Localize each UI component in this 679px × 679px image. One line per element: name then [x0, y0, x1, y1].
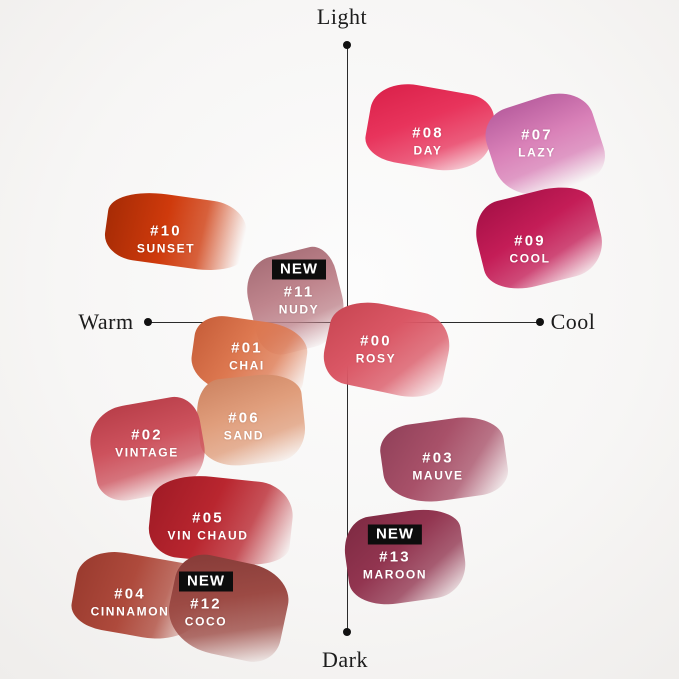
- shade-name: COCO: [184, 614, 228, 629]
- shade-label-day: #08 DAY: [412, 125, 444, 158]
- shade-label-sand: #06 SAND: [224, 410, 264, 443]
- shade-label-sunset: #10 SUNSET: [137, 223, 195, 256]
- shade-name: SAND: [223, 428, 265, 443]
- axis-dot-right: [536, 318, 544, 326]
- shade-name: DAY: [413, 143, 443, 158]
- new-badge: NEW: [367, 524, 422, 545]
- shade-label-maroon: NEW #13 MAROON: [362, 524, 428, 582]
- axis-label-cool: Cool: [550, 309, 596, 334]
- shade-name: CHAI: [229, 358, 265, 373]
- shade-label-mauve: #03 MAUVE: [412, 450, 463, 483]
- axis-label-light: Light: [316, 4, 368, 29]
- shade-label-rosy: #00 ROSY: [356, 333, 396, 366]
- shade-label-nudy: NEW #11 NUDY: [272, 259, 326, 317]
- axis-dot-left: [144, 318, 152, 326]
- shade-id: #00: [360, 332, 392, 350]
- new-badge: NEW: [179, 571, 233, 592]
- shade-name: NUDY: [278, 302, 320, 317]
- axis-label-dark: Dark: [322, 647, 368, 672]
- shade-name: MAROON: [362, 567, 428, 582]
- shade-id: #07: [521, 126, 553, 144]
- axis-label-warm: Warm: [78, 309, 134, 334]
- shade-name: VINTAGE: [115, 445, 179, 460]
- shade-name: CINNAMON: [90, 604, 170, 619]
- shade-name: COOL: [509, 251, 551, 266]
- shade-label-chai: #01 CHAI: [229, 340, 265, 373]
- axis-dot-top: [343, 41, 351, 49]
- shade-name: VIN CHAUD: [167, 528, 249, 543]
- shade-id: #05: [192, 509, 224, 527]
- shade-label-lazy: #07 LAZY: [518, 127, 556, 160]
- axis-dot-bottom: [343, 628, 351, 636]
- new-badge: NEW: [272, 259, 326, 280]
- shade-label-coco: NEW #12 COCO: [179, 571, 233, 629]
- shade-id: #11: [283, 283, 315, 301]
- shade-name: LAZY: [518, 145, 556, 160]
- shade-id: #08: [412, 124, 444, 142]
- shade-id: #06: [228, 409, 260, 427]
- shade-id: #04: [114, 585, 146, 603]
- shade-name: SUNSET: [136, 241, 196, 256]
- shade-label-cool: #09 COOL: [509, 233, 550, 266]
- shade-id: #10: [150, 222, 182, 240]
- shade-label-vintage: #02 VINTAGE: [115, 427, 179, 460]
- shade-label-cinnamon: #04 CINNAMON: [91, 586, 170, 619]
- shade-name: MAUVE: [412, 468, 464, 483]
- shade-label-vin-chaud: #05 VIN CHAUD: [167, 510, 248, 543]
- shade-id: #13: [379, 548, 411, 566]
- shade-id: #09: [514, 232, 546, 250]
- shade-id: #02: [131, 426, 163, 444]
- shade-id: #12: [190, 595, 222, 613]
- shade-id: #01: [231, 339, 263, 357]
- shade-id: #03: [422, 449, 454, 467]
- shade-name: ROSY: [355, 351, 397, 366]
